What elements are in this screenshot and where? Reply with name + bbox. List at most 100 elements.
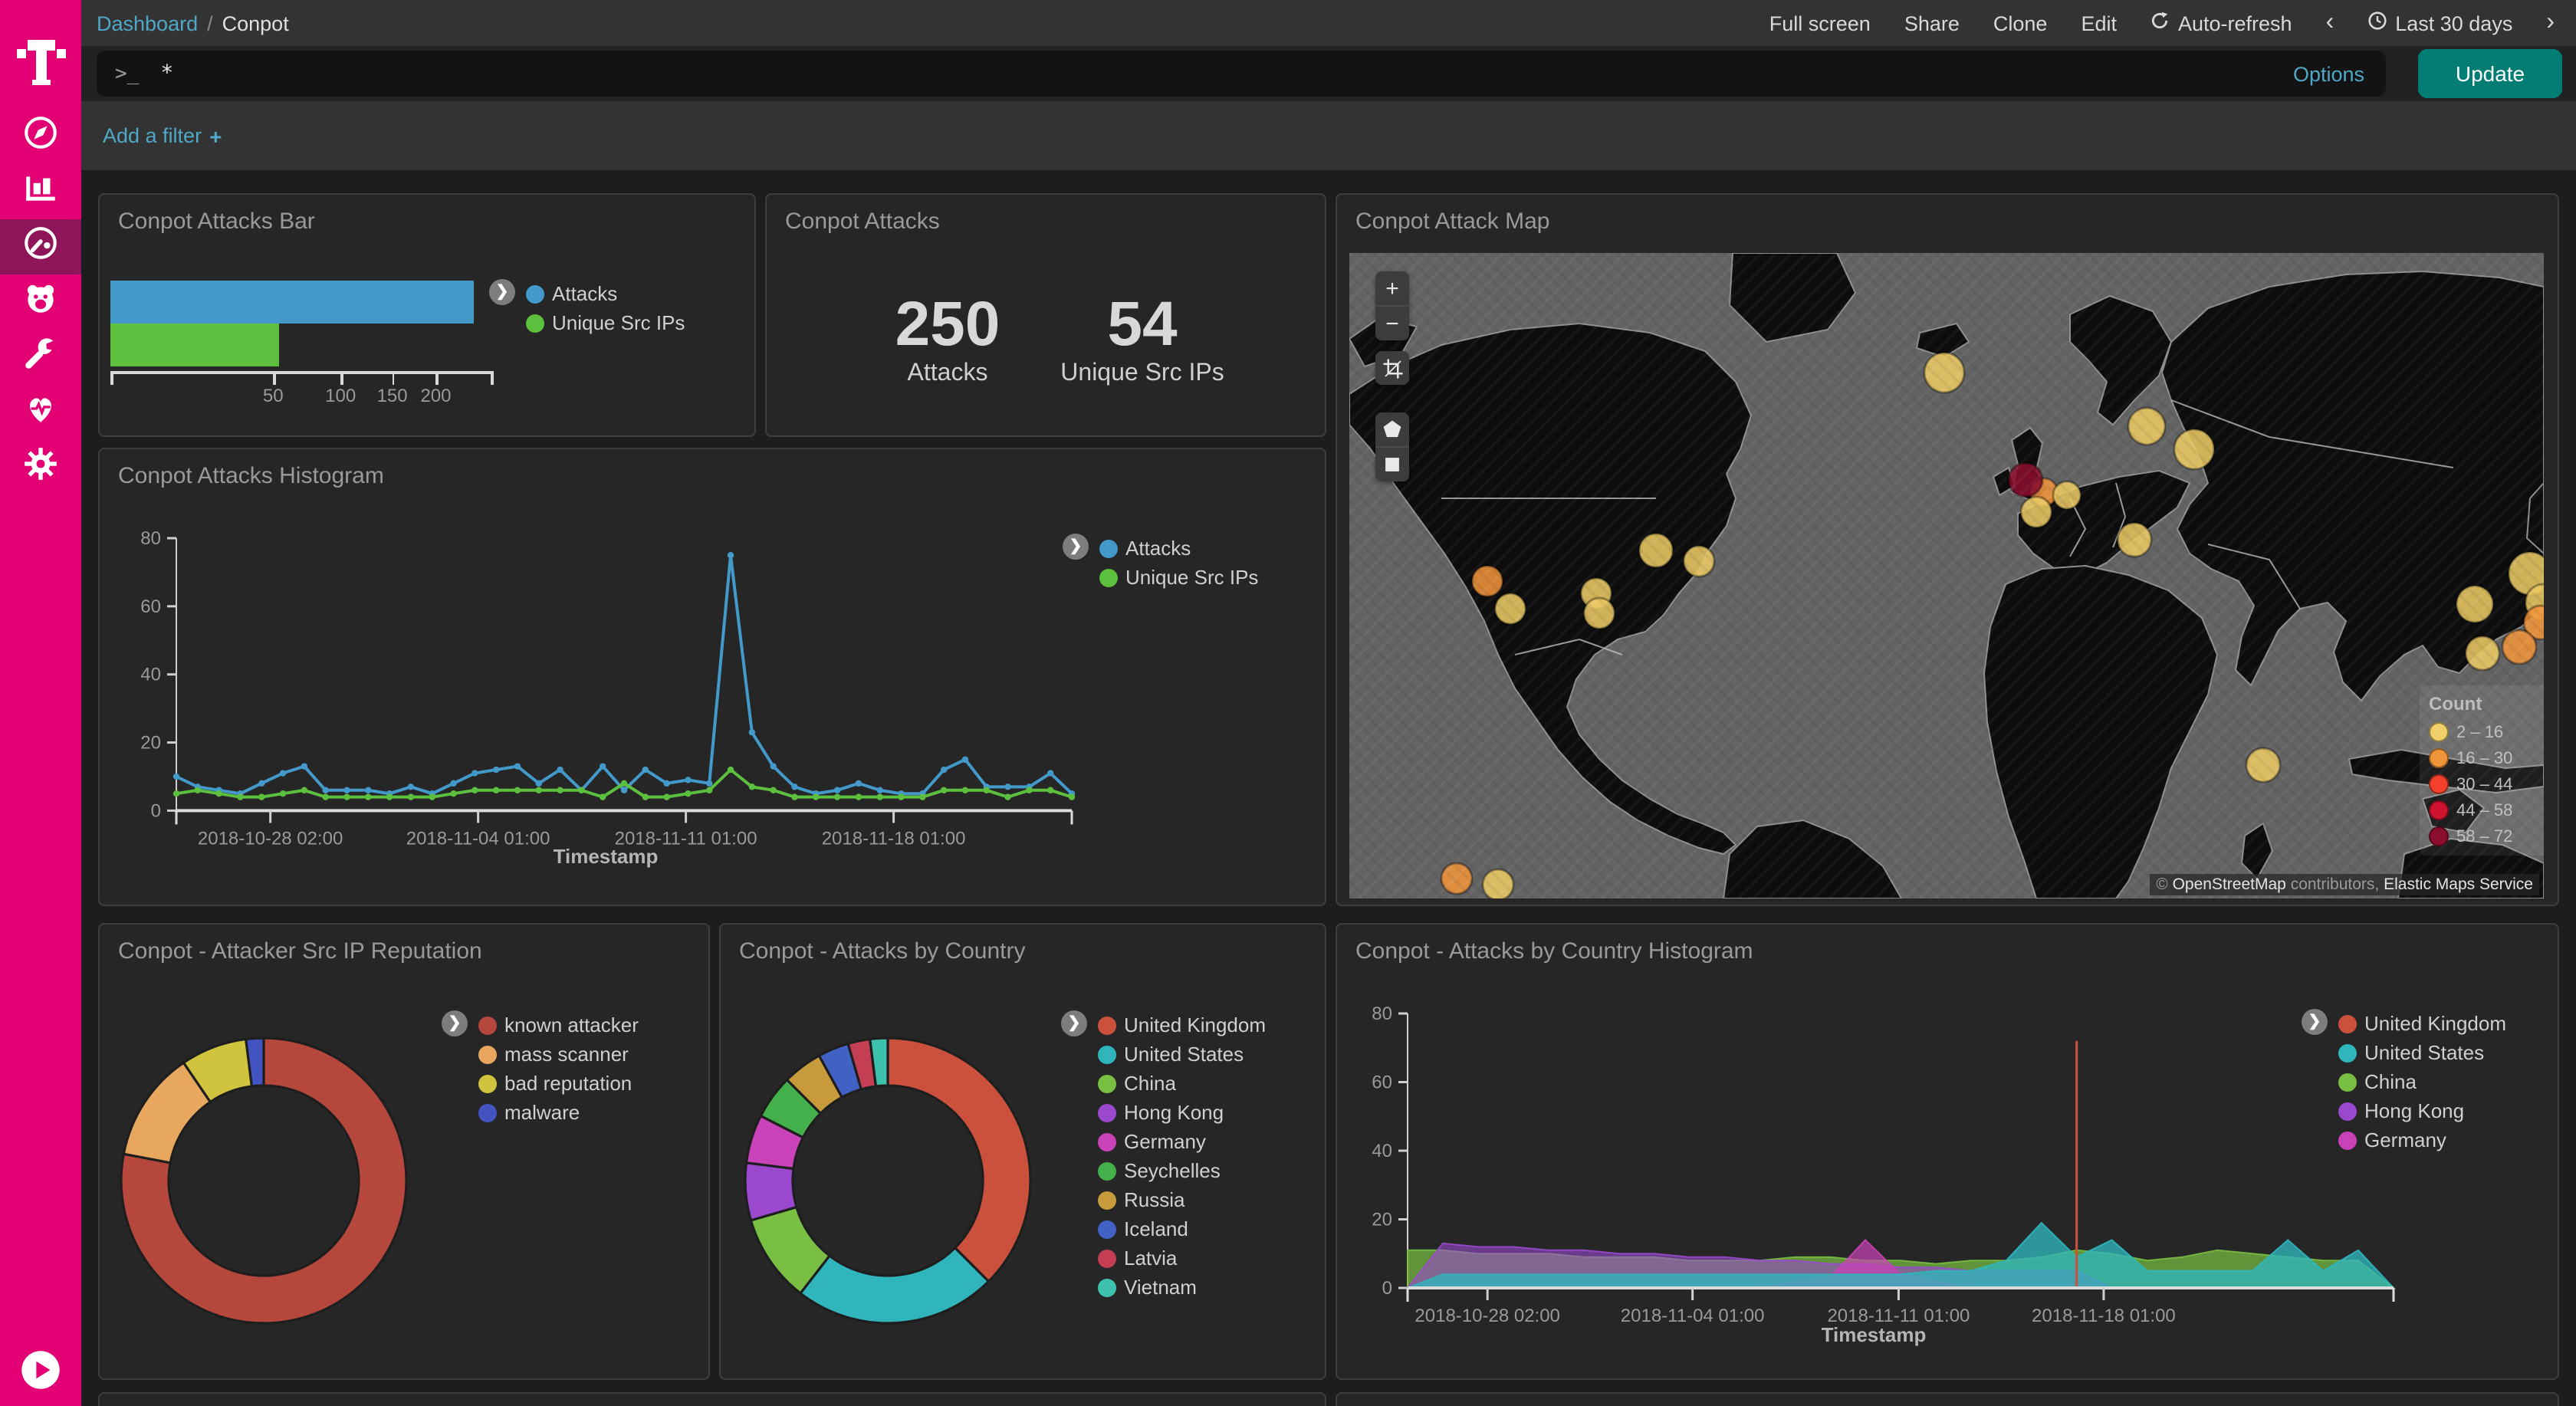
bar-segment[interactable] [110,324,280,367]
attack-location-marker[interactable] [2007,462,2044,498]
legend-item[interactable]: Unique Src IPs [526,308,685,337]
legend-item[interactable]: 2 – 16 [2429,719,2544,745]
add-filter-button[interactable]: Add a filter + [103,123,222,148]
data-point[interactable] [237,793,244,800]
time-back-button[interactable]: ‹ [2325,9,2334,35]
attack-location-marker[interactable] [1923,351,1966,394]
data-point[interactable] [492,787,500,793]
data-point[interactable] [557,787,564,793]
data-point[interactable] [940,787,948,793]
data-point[interactable] [172,790,180,797]
data-point[interactable] [685,790,692,797]
legend-collapse-button[interactable]: ❯ [489,279,515,305]
donut-slice[interactable] [886,1036,1032,1283]
attack-location-marker[interactable] [1481,868,1515,898]
zoom-in-button[interactable]: + [1385,275,1399,301]
legend-item[interactable]: 16 – 30 [2429,745,2544,771]
options-link[interactable]: Options [2292,62,2364,85]
data-point[interactable] [770,763,777,770]
attack-location-marker[interactable] [2052,480,2082,511]
panel-title[interactable]: Conpot Attack Map [1355,209,1550,235]
attack-location-marker[interactable] [1440,862,1474,895]
legend-item[interactable]: China [2338,1067,2506,1096]
draw-rectangle-button[interactable] [1375,446,1409,481]
donut-slice[interactable] [798,1246,991,1325]
data-point[interactable] [791,783,798,790]
data-point[interactable] [365,787,372,793]
play-button[interactable] [20,1349,61,1391]
legend-item[interactable]: Latvia [1098,1243,1266,1273]
zoom-out-button[interactable]: − [1375,305,1409,340]
data-point[interactable] [876,793,883,800]
donut-slice[interactable] [868,1036,889,1088]
attack-location-marker[interactable] [2455,584,2495,624]
legend-item[interactable]: 58 – 72 [2429,823,2544,849]
legend-item[interactable]: China [1098,1069,1266,1098]
legend-item[interactable]: United States [1098,1040,1266,1069]
data-point[interactable] [833,787,841,793]
legend-item[interactable]: Attacks [526,279,685,308]
attack-location-marker[interactable] [1582,596,1616,630]
data-point[interactable] [386,793,393,800]
data-point[interactable] [919,793,926,800]
data-point[interactable] [343,793,350,800]
data-point[interactable] [215,790,222,797]
panel-title[interactable]: Conpot Attacks [785,209,940,235]
area-series[interactable] [1407,1221,2396,1289]
attacks-line-chart[interactable]: 0 20 40 60 80 2018-10-28 02:00 2018-11-04 01:0… [130,526,1081,856]
data-point[interactable] [642,766,649,774]
fit-data-bounds-icon[interactable] [1375,351,1409,385]
data-point[interactable] [279,790,287,797]
data-point[interactable] [301,787,308,793]
panel-title[interactable]: Conpot - Attacks by Country [739,938,1026,964]
data-point[interactable] [450,790,457,797]
data-point[interactable] [279,770,287,777]
sidebar-item-bear-app[interactable] [0,274,81,330]
attack-location-marker[interactable] [2019,495,2053,529]
data-point[interactable] [557,766,564,774]
attack-location-marker[interactable] [1470,564,1504,598]
data-point[interactable] [492,766,500,774]
data-point[interactable] [194,787,202,793]
breadcrumb-dashboard-link[interactable]: Dashboard [97,11,199,34]
data-point[interactable] [343,787,350,793]
world-map[interactable]: + − Count 2 – 16 16 – 30 30 – 44 44 – 58 58 … [1349,253,2544,898]
data-point[interactable] [855,793,863,800]
country-donut-chart[interactable] [719,1004,1064,1357]
data-point[interactable] [578,787,585,793]
sidebar-item-discover[interactable] [0,109,81,164]
legend-item[interactable]: 30 – 44 [2429,771,2544,797]
data-point[interactable] [961,787,969,793]
attack-location-marker[interactable] [1493,592,1527,626]
panel-title[interactable]: Conpot Attacks Histogram [118,463,384,489]
data-point[interactable] [365,793,372,800]
sidebar-item-dashboard[interactable] [0,219,81,274]
sidebar-item-monitoring[interactable] [0,385,81,440]
data-point[interactable] [770,787,777,793]
legend-item[interactable]: 44 – 58 [2429,797,2544,823]
data-point[interactable] [1026,787,1033,793]
data-point[interactable] [620,787,628,793]
legend-item[interactable]: United Kingdom [1098,1010,1266,1040]
legend-item[interactable]: bad reputation [478,1069,639,1098]
data-point[interactable] [748,729,756,736]
data-point[interactable] [258,780,265,787]
data-point[interactable] [322,787,329,793]
country-area-chart[interactable]: 0 20 40 60 80 2018-10-28 02:00 2018-11-04 01:0… [1368,1001,2441,1331]
data-point[interactable] [706,787,713,793]
search-input[interactable]: >_ * Options [97,51,2386,97]
legend-collapse-button[interactable]: ❯ [1061,1010,1087,1036]
full-screen-button[interactable]: Full screen [1769,11,1871,34]
data-point[interactable] [961,756,969,763]
data-point[interactable] [429,793,435,800]
legend-item[interactable]: Germany [1098,1127,1266,1156]
data-point[interactable] [301,763,308,770]
donut-slice[interactable] [120,1036,408,1325]
osm-link[interactable]: OpenStreetMap [2172,875,2286,894]
data-point[interactable] [599,793,606,800]
line-series[interactable] [176,554,1073,796]
data-point[interactable] [706,780,713,787]
data-point[interactable] [620,780,628,787]
data-point[interactable] [258,793,265,800]
attack-location-marker[interactable] [1682,544,1716,578]
